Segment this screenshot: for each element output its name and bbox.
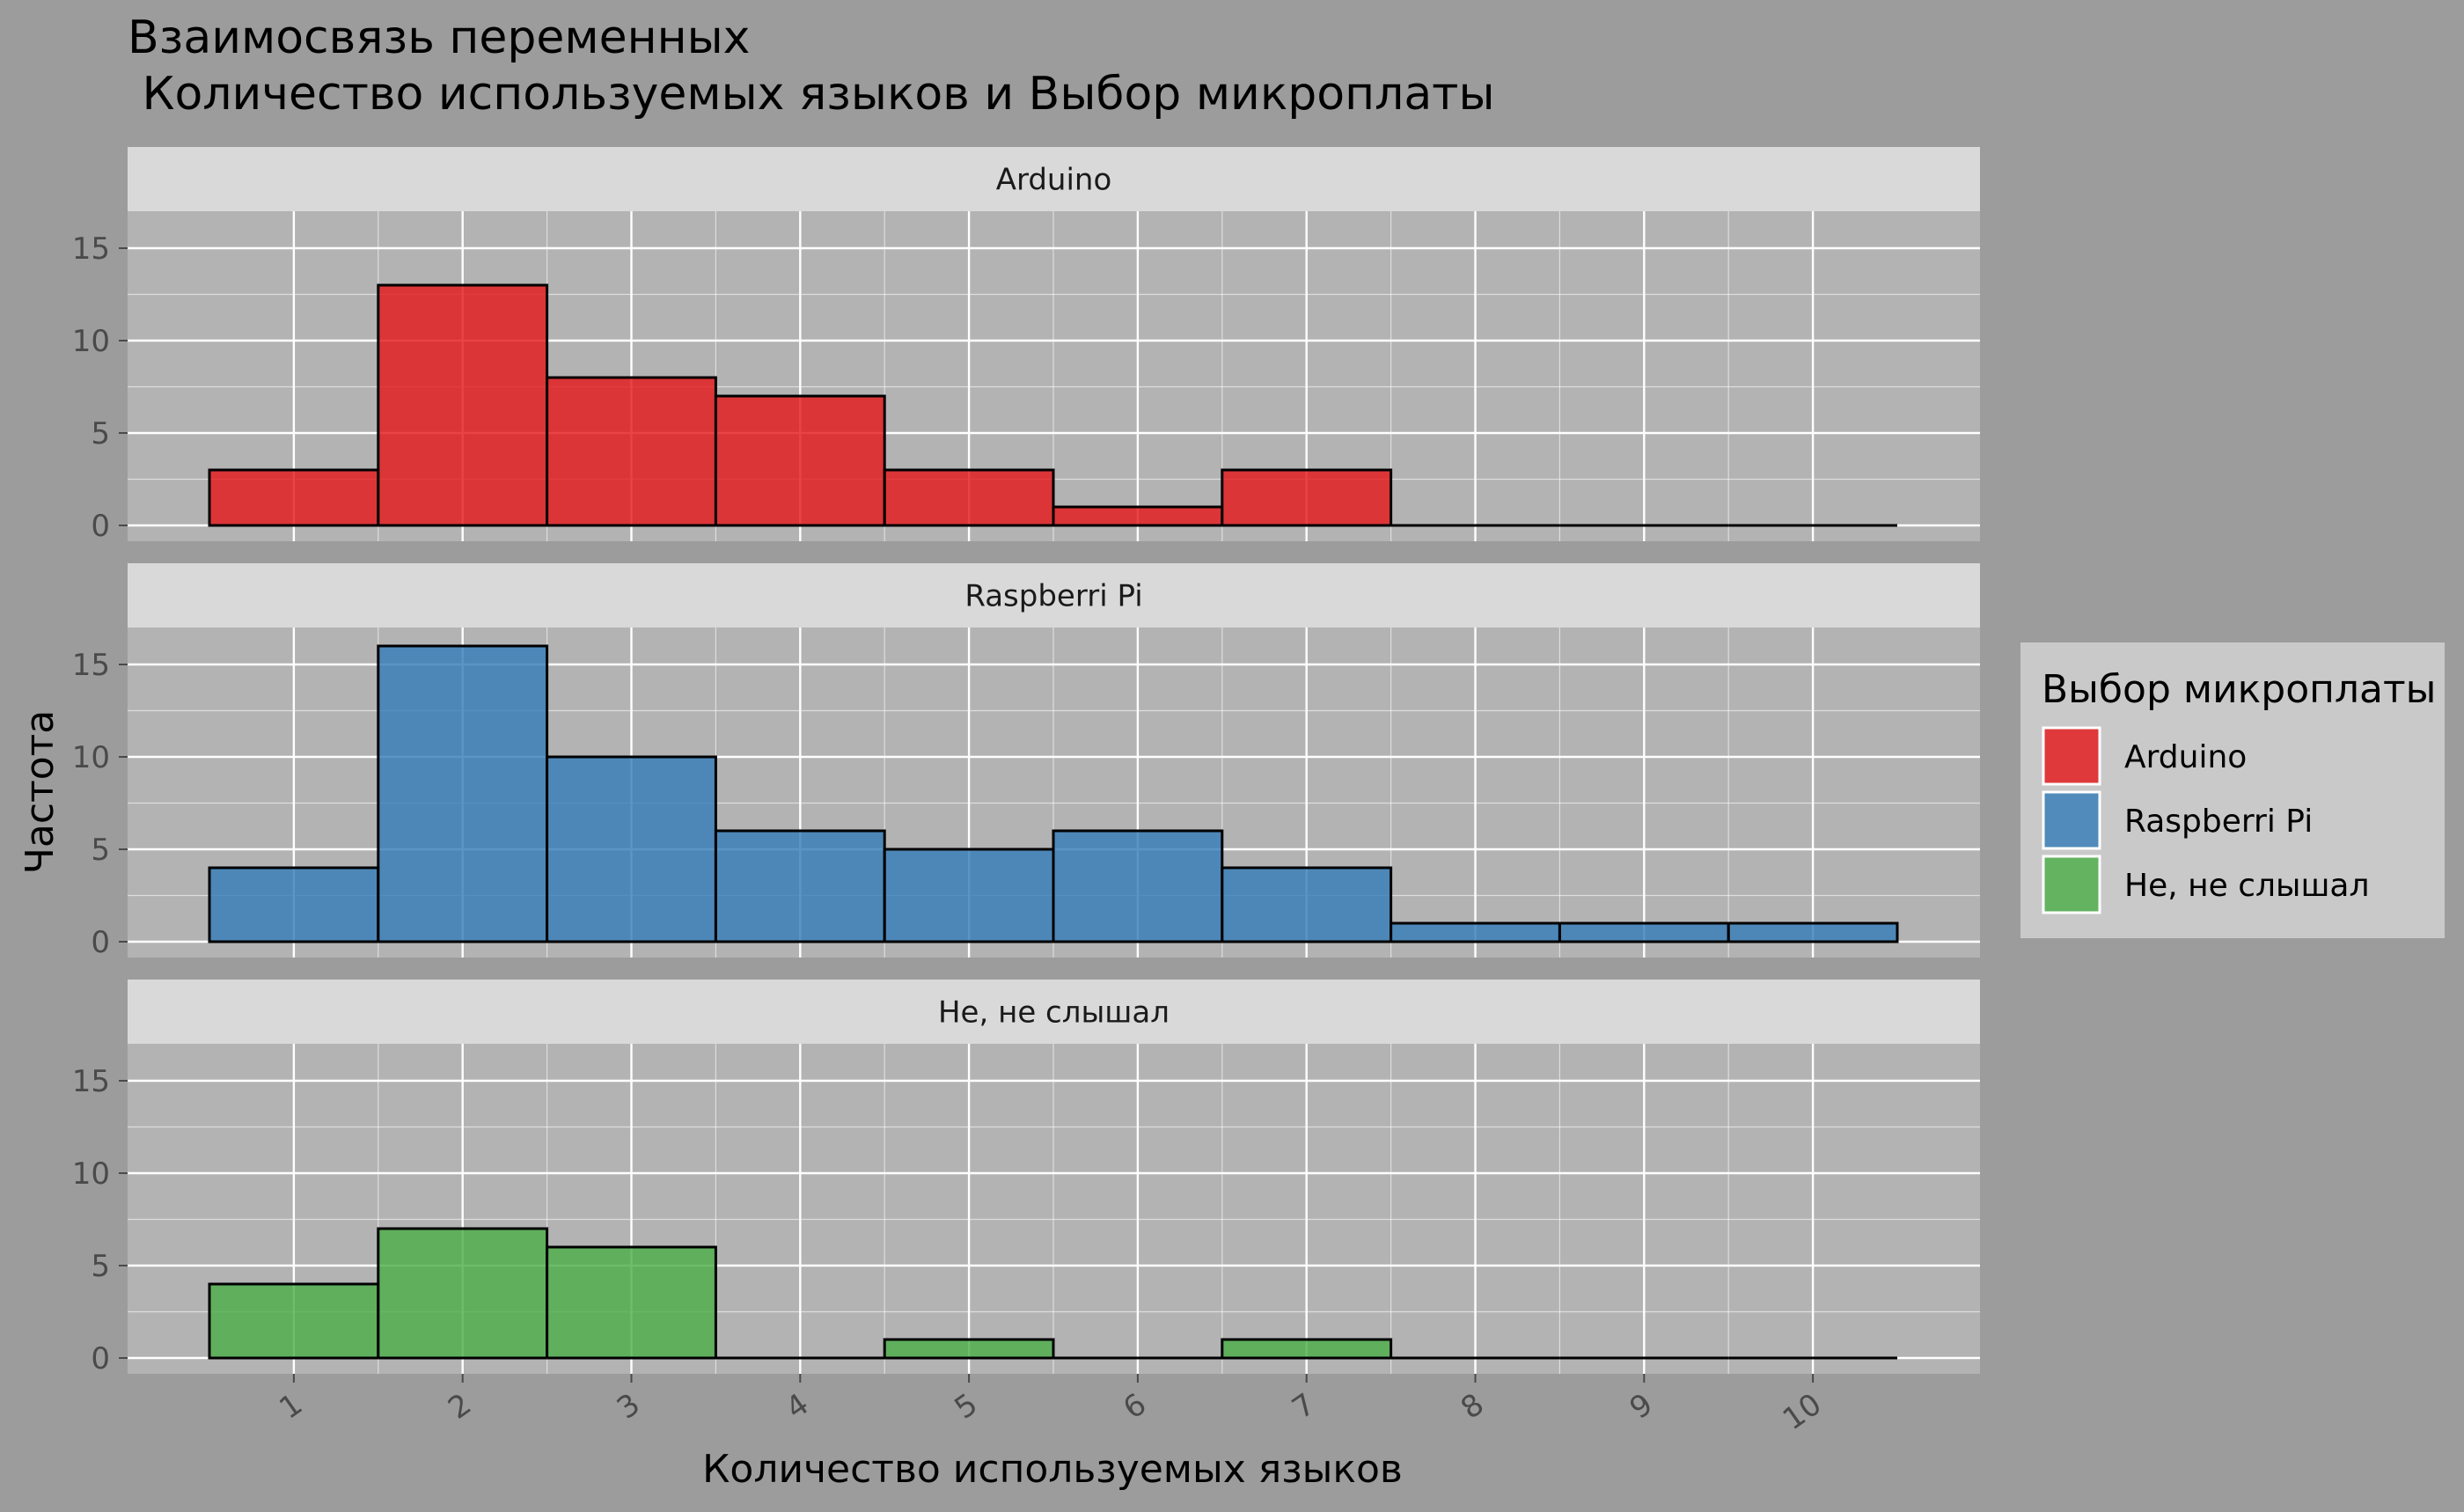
- y-tick-label: 10: [72, 324, 110, 359]
- bar: [1221, 866, 1393, 943]
- x-tick-label: 5: [949, 1387, 985, 1427]
- y-tick-label: 10: [72, 1156, 110, 1192]
- y-tick-label: 5: [91, 416, 110, 451]
- facet-1: Raspberri Pi 0 5 10 15: [72, 563, 1980, 960]
- chart-subtitle: Количество используемых языков и Выбор м…: [128, 68, 1495, 121]
- bar: [208, 1282, 380, 1360]
- x-tick-label: 9: [1624, 1387, 1660, 1427]
- bar: [1052, 829, 1224, 943]
- y-tick-label: 15: [72, 231, 110, 267]
- facet-strip: [128, 980, 1980, 1044]
- bar: [546, 755, 717, 943]
- bar: [714, 394, 886, 527]
- bar: [1052, 505, 1224, 527]
- bar: [546, 376, 717, 527]
- x-tick-label: 3: [611, 1387, 647, 1427]
- legend-swatch: [2042, 726, 2101, 786]
- legend-swatch: [2042, 855, 2101, 914]
- legend-swatch: [2042, 790, 2101, 850]
- legend: Выбор микроплаты Arduino Raspberri Pi Не, н…: [2020, 642, 2445, 938]
- bar: [377, 283, 549, 527]
- facet-0: Arduino 0 5 10 15: [72, 147, 1980, 544]
- x-tick-label: 8: [1455, 1387, 1491, 1427]
- x-tick-label: 10: [1777, 1387, 1828, 1438]
- y-tick-label: 15: [72, 648, 110, 683]
- x-axis: 1 2 3 4 5 6 7 8 9 10: [273, 1374, 1828, 1437]
- y-tick-label: 0: [91, 509, 110, 544]
- y-tick-label: 0: [91, 925, 110, 960]
- bar: [883, 848, 1055, 943]
- bar: [1390, 921, 1561, 943]
- facet-strip-label: Raspberri Pi: [964, 579, 1142, 614]
- x-tick-label: 1: [273, 1387, 309, 1427]
- x-tick-label: 7: [1286, 1387, 1322, 1427]
- chart-title: Взаимосвязь переменных: [128, 11, 750, 64]
- legend-label: Raspberri Pi: [2124, 804, 2313, 840]
- bar: [377, 644, 549, 943]
- bar: [377, 1227, 549, 1360]
- titles: Взаимосвязь переменных Количество исполь…: [128, 11, 1495, 121]
- bar: [1221, 1338, 1393, 1360]
- facet-2: Не, не слышал 0 5 10 15: [72, 980, 1980, 1376]
- y-tick-label: 5: [91, 833, 110, 868]
- x-tick-label: 6: [1117, 1387, 1153, 1427]
- y-tick-label: 15: [72, 1064, 110, 1099]
- y-tick-label: 10: [72, 740, 110, 775]
- bar: [546, 1245, 717, 1360]
- x-tick-label: 4: [780, 1387, 816, 1427]
- facet-strip: [128, 563, 1980, 628]
- facet-strip-label: Arduino: [996, 163, 1112, 198]
- y-axis-title: Частота: [18, 710, 62, 874]
- y-tick-label: 0: [91, 1341, 110, 1376]
- legend-label: Arduino: [2124, 739, 2247, 775]
- bar: [1221, 468, 1393, 527]
- bar: [208, 468, 380, 527]
- bar: [1558, 921, 1730, 943]
- bar: [883, 1338, 1055, 1360]
- bar: [883, 468, 1055, 527]
- bar: [714, 829, 886, 943]
- bar: [208, 866, 380, 943]
- x-tick-label: 2: [442, 1387, 478, 1427]
- legend-title: Выбор микроплаты: [2042, 667, 2436, 712]
- facet-strip: [128, 147, 1980, 211]
- y-tick-label: 5: [91, 1249, 110, 1284]
- x-axis-title: Количество используемых языков: [702, 1447, 1403, 1492]
- legend-label: Не, не слышал: [2124, 868, 2369, 904]
- facet-strip-label: Не, не слышал: [938, 995, 1170, 1031]
- bar: [1727, 921, 1899, 943]
